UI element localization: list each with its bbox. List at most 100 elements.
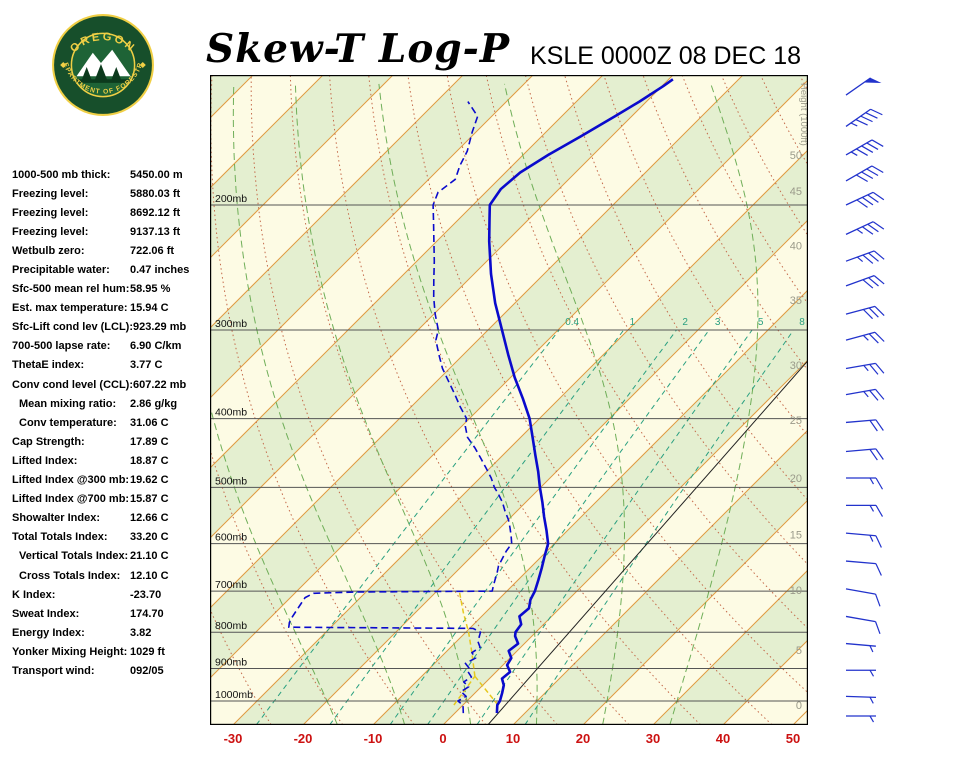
index-label: Lifted Index @300 mb: xyxy=(12,474,130,487)
parcel-trace xyxy=(453,675,476,706)
index-label: Wetbulb zero: xyxy=(12,244,85,257)
index-label: Freezing level: xyxy=(12,225,89,238)
index-label: Showalter Index: xyxy=(12,512,101,525)
reference-line xyxy=(487,360,808,725)
index-row: Conv temperature: 31.06 C xyxy=(12,413,212,432)
temp-axis-tick: -30 xyxy=(224,731,243,746)
index-row: Cap Strength: 17.89 C xyxy=(12,432,212,451)
wind-barb xyxy=(845,560,882,576)
isobar-label: 900mb xyxy=(215,657,247,669)
parcel-trace xyxy=(474,675,499,706)
index-row: Est. max temperature: 15.94 C xyxy=(12,299,212,318)
index-value: 5880.03 ft xyxy=(130,187,181,200)
index-value: 33.20 C xyxy=(130,531,169,544)
index-row: 700-500 lapse rate: 6.90 C/km xyxy=(12,337,212,356)
height-tick-label: 40 xyxy=(790,240,802,252)
index-value: 722.06 ft xyxy=(130,244,175,257)
height-tick-label: 5 xyxy=(796,645,802,657)
index-row: 1000-500 mb thick: 5450.00 m xyxy=(12,165,212,184)
index-value: 607.22 mb xyxy=(133,378,187,391)
height-tick-label: 50 xyxy=(790,150,802,162)
wind-barb xyxy=(845,191,885,208)
index-label: Total Totals Index: xyxy=(12,531,108,544)
index-label: Yonker Mixing Height: xyxy=(12,645,128,658)
index-row: Cross Totals Index: 12.10 C xyxy=(12,566,212,585)
index-value: 174.70 xyxy=(130,607,164,620)
index-value: 12.10 C xyxy=(130,569,169,582)
index-row: Lifted Index @300 mb: 19.62 C xyxy=(12,471,212,490)
index-value: 15.87 C xyxy=(130,493,169,506)
height-tick-label: 45 xyxy=(790,186,802,198)
isobar-label: 300mb xyxy=(215,318,247,330)
wind-barb xyxy=(845,695,877,704)
wind-barb xyxy=(846,477,884,490)
height-tick-label: 35 xyxy=(790,295,802,307)
wind-barb-column xyxy=(845,77,885,723)
index-label: Est. max temperature: xyxy=(12,302,128,315)
isobar-label: 800mb xyxy=(215,620,247,632)
index-value: 5450.00 m xyxy=(130,168,183,181)
wind-barb xyxy=(845,642,876,653)
index-value: -23.70 xyxy=(130,588,162,601)
wind-barb xyxy=(845,77,882,96)
index-row: Sfc-500 mean rel hum: 58.95 % xyxy=(12,280,212,299)
mixing-ratio-label: 0.4 xyxy=(565,317,579,328)
skewt-plot: 0.4 1 2 3 5 8200mb300mb400mb500mb600mb700mb80… xyxy=(210,75,808,746)
wind-barb xyxy=(845,388,885,401)
chart-frame xyxy=(210,75,808,725)
isobar-label: 500mb xyxy=(215,475,247,487)
index-row: Vertical Totals Index: 21.10 C xyxy=(12,547,212,566)
index-row: Conv cond level (CCL): 607.22 mb xyxy=(12,375,212,394)
isobar-label: 600mb xyxy=(215,532,247,544)
trees-icon xyxy=(81,63,122,83)
index-value: 15.94 C xyxy=(130,302,169,315)
height-tick-label: 25 xyxy=(790,415,802,427)
index-row: Yonker Mixing Height: 1029 ft xyxy=(12,642,212,661)
wind-barb xyxy=(845,588,881,607)
index-value: 1029 ft xyxy=(130,645,165,658)
index-row: Freezing level: 9137.13 ft xyxy=(12,222,212,241)
wind-barb xyxy=(845,331,885,344)
index-label: Lifted Index @700 mb: xyxy=(12,493,130,506)
temp-axis-tick: -10 xyxy=(364,731,383,746)
index-row: Wetbulb zero: 722.06 ft xyxy=(12,241,212,260)
wind-barb xyxy=(845,108,883,127)
index-row: Freezing level: 5880.03 ft xyxy=(12,184,212,203)
index-row: K Index: -23.70 xyxy=(12,585,212,604)
index-value: 923.29 mb xyxy=(133,321,187,334)
index-label: Cap Strength: xyxy=(12,435,85,448)
wind-barb xyxy=(845,305,885,320)
wind-barb xyxy=(845,615,881,635)
wind-barb xyxy=(845,362,885,375)
index-label: 700-500 lapse rate: xyxy=(12,340,111,353)
index-row: Transport wind: 092/05 xyxy=(12,661,212,680)
station-datetime: KSLE 0000Z 08 DEC 18 xyxy=(530,42,801,70)
height-tick-label: 15 xyxy=(790,530,802,542)
index-value: 9137.13 ft xyxy=(130,225,181,238)
temp-axis-tick: 10 xyxy=(506,731,520,746)
index-label: Mean mixing ratio: xyxy=(19,397,117,410)
temp-axis-tick: 50 xyxy=(786,731,800,746)
index-label: Energy Index: xyxy=(12,626,85,639)
wind-barb xyxy=(845,274,885,289)
wind-barb xyxy=(845,419,884,432)
index-row: Sfc-Lift cond lev (LCL): 923.29 mb xyxy=(12,318,212,337)
temp-axis-tick: 20 xyxy=(576,731,590,746)
index-row: Sweat Index: 174.70 xyxy=(12,604,212,623)
index-label: Cross Totals Index: xyxy=(19,569,121,582)
index-label: Lifted Index: xyxy=(12,454,78,467)
temp-axis-tick: 40 xyxy=(716,731,730,746)
indices-panel: 1000-500 mb thick: 5450.00 m Freezing leve… xyxy=(12,165,212,681)
logo-right-diamond xyxy=(139,61,146,69)
forest-floor xyxy=(76,79,130,83)
wind-barb xyxy=(846,504,884,517)
temp-axis-tick: -20 xyxy=(294,731,313,746)
height-tick-label: 20 xyxy=(790,473,802,485)
index-row: Total Totals Index: 33.20 C xyxy=(12,528,212,547)
index-label: Sfc-Lift cond lev (LCL): xyxy=(12,321,133,334)
index-value: 092/05 xyxy=(130,664,164,677)
mixing-ratio-label: 8 xyxy=(799,317,805,328)
index-row: ThetaE index: 3.77 C xyxy=(12,356,212,375)
wind-barb xyxy=(845,532,882,548)
index-label: Sfc-500 mean rel hum: xyxy=(12,283,130,296)
